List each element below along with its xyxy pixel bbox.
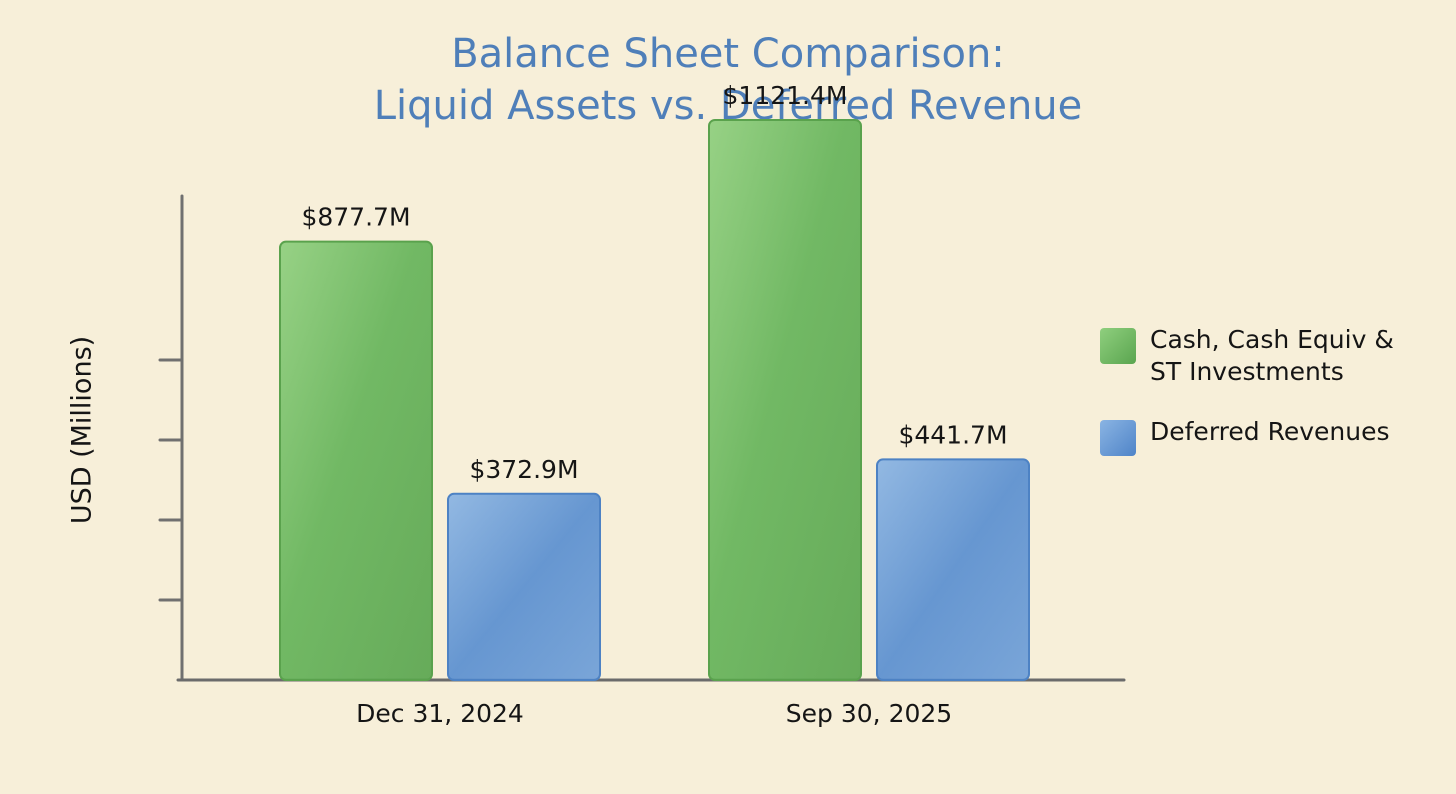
chart-title: Balance Sheet Comparison:: [451, 31, 1005, 77]
legend-swatch-deferred: [1100, 420, 1136, 456]
data-label-deferred-2: $441.7M: [898, 420, 1007, 449]
bar-cash-2: [708, 118, 862, 681]
bar-deferred-1: [447, 492, 601, 681]
data-label-cash-1: $877.7M: [301, 203, 410, 232]
x-tick-label-1: Dec 31, 2024: [356, 699, 524, 728]
legend-label-cash-line2: ST Investments: [1150, 357, 1344, 386]
legend-item-cash: Cash, Cash Equiv & ST Investments: [1100, 324, 1440, 388]
legend-item-deferred: Deferred Revenues: [1100, 416, 1440, 456]
legend-swatch-cash: [1100, 328, 1136, 364]
x-tick-label-2: Sep 30, 2025: [786, 699, 952, 728]
legend-label-cash-line1: Cash, Cash Equiv &: [1150, 325, 1394, 354]
legend: Cash, Cash Equiv & ST Investments Deferr…: [1100, 324, 1440, 484]
legend-label-deferred: Deferred Revenues: [1150, 416, 1389, 448]
data-label-deferred-1: $372.9M: [469, 455, 578, 484]
bar-cash-1: [279, 240, 433, 682]
data-label-cash-2: $1121.4M: [723, 81, 848, 110]
bar-deferred-2: [876, 458, 1030, 681]
legend-label-deferred-line1: Deferred Revenues: [1150, 417, 1390, 446]
legend-label-cash: Cash, Cash Equiv & ST Investments: [1150, 324, 1394, 388]
chart-title-block: Balance Sheet Comparison: Liquid Assets …: [0, 28, 1456, 132]
